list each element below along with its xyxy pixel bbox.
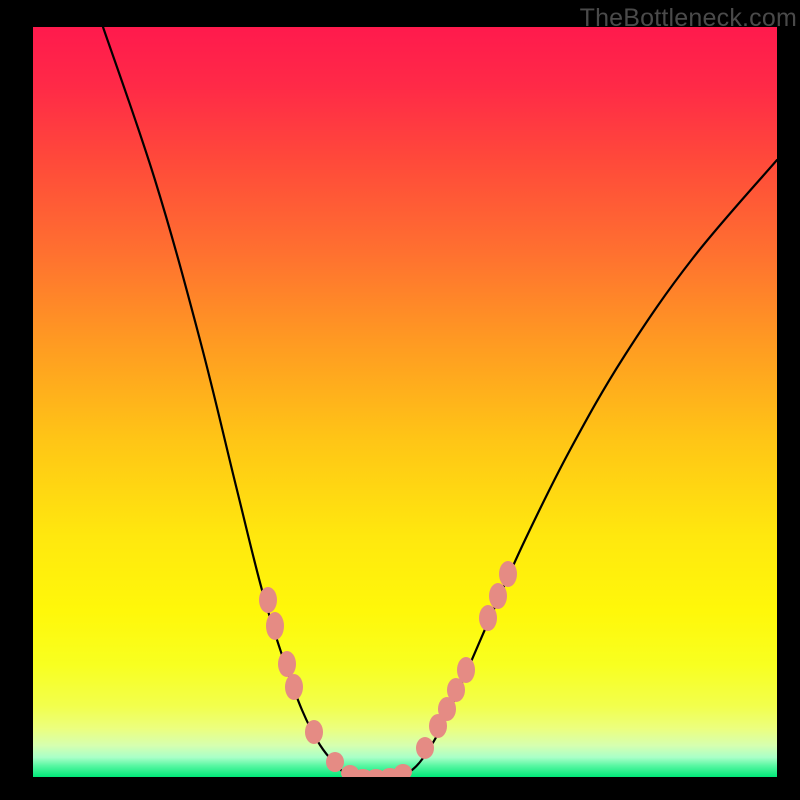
- chart-plot-area: [33, 27, 777, 777]
- watermark-text: TheBottleneck.com: [580, 4, 797, 33]
